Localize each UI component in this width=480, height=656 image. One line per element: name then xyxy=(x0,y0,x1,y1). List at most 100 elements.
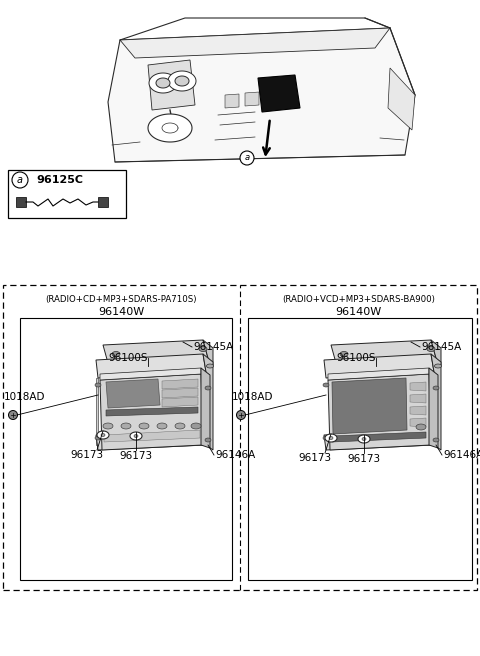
Text: 96173: 96173 xyxy=(71,450,104,460)
Polygon shape xyxy=(358,435,370,443)
Polygon shape xyxy=(331,340,436,363)
Polygon shape xyxy=(434,364,442,368)
Polygon shape xyxy=(148,114,192,142)
Polygon shape xyxy=(97,431,109,439)
Polygon shape xyxy=(175,76,189,86)
Polygon shape xyxy=(106,379,160,408)
Polygon shape xyxy=(100,374,203,450)
Polygon shape xyxy=(201,368,210,448)
Polygon shape xyxy=(328,374,431,450)
Polygon shape xyxy=(433,438,439,442)
Bar xyxy=(8,170,126,218)
Polygon shape xyxy=(410,418,426,427)
Text: (RADIO+CD+MP3+SDARS-PA710S): (RADIO+CD+MP3+SDARS-PA710S) xyxy=(46,295,197,304)
Bar xyxy=(16,197,26,207)
Polygon shape xyxy=(328,368,429,380)
Polygon shape xyxy=(416,424,426,430)
Text: 96173: 96173 xyxy=(348,454,381,464)
Polygon shape xyxy=(103,423,113,429)
Polygon shape xyxy=(324,430,434,450)
Polygon shape xyxy=(101,434,105,436)
Polygon shape xyxy=(112,352,120,356)
Polygon shape xyxy=(431,354,441,450)
Text: 96145A: 96145A xyxy=(421,342,461,352)
Polygon shape xyxy=(103,340,208,363)
Text: 96173: 96173 xyxy=(120,451,153,461)
Polygon shape xyxy=(332,378,407,434)
Polygon shape xyxy=(130,432,142,440)
Polygon shape xyxy=(139,423,149,429)
Polygon shape xyxy=(206,364,214,368)
Polygon shape xyxy=(362,438,366,440)
Polygon shape xyxy=(162,388,198,398)
Polygon shape xyxy=(162,397,198,407)
Polygon shape xyxy=(203,340,213,365)
Polygon shape xyxy=(96,354,206,378)
Polygon shape xyxy=(104,430,200,442)
Polygon shape xyxy=(203,354,213,450)
Polygon shape xyxy=(410,406,426,415)
Polygon shape xyxy=(225,94,239,108)
Bar xyxy=(248,318,472,580)
Text: a: a xyxy=(17,175,23,185)
Text: 96140W: 96140W xyxy=(336,307,382,317)
Polygon shape xyxy=(103,363,108,372)
Polygon shape xyxy=(120,28,390,58)
Text: 1018AD: 1018AD xyxy=(232,392,274,402)
Polygon shape xyxy=(410,394,426,403)
Bar xyxy=(20,318,232,580)
Polygon shape xyxy=(96,430,206,450)
Text: 96145A: 96145A xyxy=(193,342,233,352)
Polygon shape xyxy=(148,60,195,110)
Circle shape xyxy=(240,151,254,165)
Polygon shape xyxy=(156,78,170,88)
Polygon shape xyxy=(323,383,329,387)
Polygon shape xyxy=(324,354,434,378)
Polygon shape xyxy=(205,386,211,390)
Text: 96140W: 96140W xyxy=(98,307,144,317)
Text: 96125C: 96125C xyxy=(36,175,83,185)
Polygon shape xyxy=(245,92,259,106)
Polygon shape xyxy=(157,423,167,429)
Polygon shape xyxy=(175,423,185,429)
Polygon shape xyxy=(427,346,435,352)
Polygon shape xyxy=(205,438,211,442)
Text: 96173: 96173 xyxy=(299,453,332,463)
Polygon shape xyxy=(325,434,337,442)
Polygon shape xyxy=(108,28,415,162)
Circle shape xyxy=(9,411,17,419)
Polygon shape xyxy=(191,423,201,429)
Polygon shape xyxy=(258,75,300,112)
Text: 96146A: 96146A xyxy=(443,450,480,460)
Text: 96100S: 96100S xyxy=(336,353,375,363)
Polygon shape xyxy=(410,382,426,391)
Polygon shape xyxy=(168,71,196,91)
Polygon shape xyxy=(332,432,426,442)
Polygon shape xyxy=(199,346,207,352)
Text: (RADIO+VCD+MP3+SDARS-BA900): (RADIO+VCD+MP3+SDARS-BA900) xyxy=(282,295,435,304)
Polygon shape xyxy=(121,423,131,429)
Text: 1018AD: 1018AD xyxy=(4,392,46,402)
Polygon shape xyxy=(96,378,98,445)
Polygon shape xyxy=(134,434,138,438)
Polygon shape xyxy=(100,368,201,380)
Bar xyxy=(98,197,108,207)
Circle shape xyxy=(12,172,28,188)
Text: 96100S: 96100S xyxy=(108,353,147,363)
Polygon shape xyxy=(323,436,329,440)
Polygon shape xyxy=(149,73,177,93)
Polygon shape xyxy=(106,407,198,416)
Polygon shape xyxy=(329,436,333,440)
Polygon shape xyxy=(95,383,101,387)
Text: a: a xyxy=(244,154,250,163)
Polygon shape xyxy=(340,352,348,356)
Bar xyxy=(3,285,477,590)
Polygon shape xyxy=(95,436,101,440)
Polygon shape xyxy=(388,68,415,130)
Circle shape xyxy=(237,411,245,419)
Text: 96146A: 96146A xyxy=(215,450,255,460)
Polygon shape xyxy=(433,386,439,390)
Polygon shape xyxy=(162,379,198,389)
Polygon shape xyxy=(431,340,441,365)
Polygon shape xyxy=(429,368,438,448)
